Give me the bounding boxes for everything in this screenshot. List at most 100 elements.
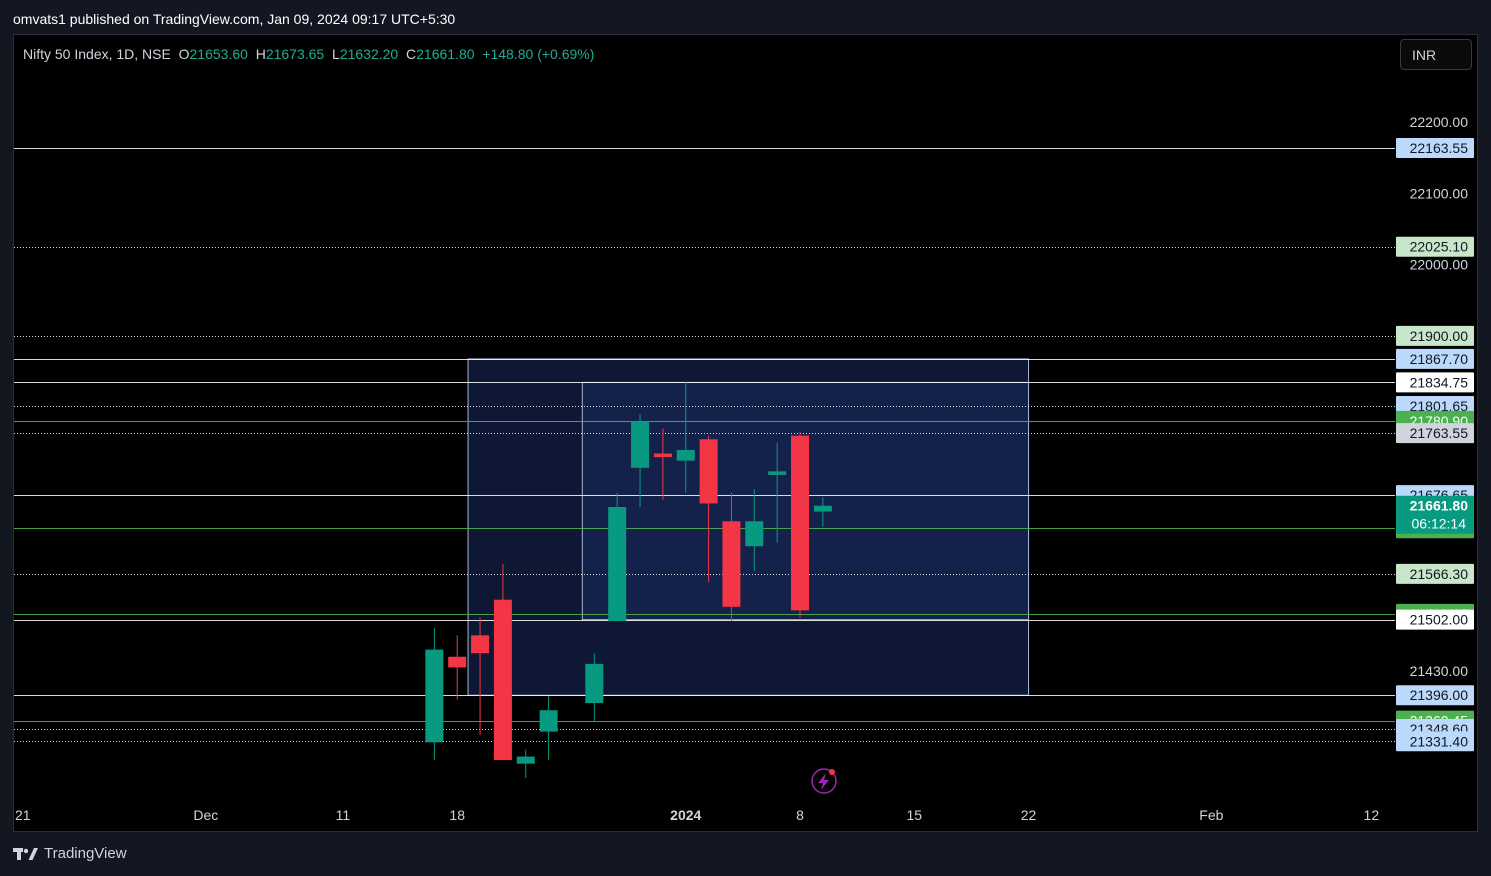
legend-open-label: O: [178, 46, 190, 62]
price-tag-label: 21396.00: [1410, 687, 1469, 703]
legend-high-value: 21673.65: [265, 46, 325, 62]
last-price-tag-bg: [1396, 495, 1474, 534]
currency-button[interactable]: INR: [1400, 39, 1472, 70]
price-tag-bg: [1396, 685, 1474, 706]
x-tick-label: Feb: [1199, 807, 1223, 823]
candle-9: [653, 428, 672, 500]
price-tag-label: 22025.10: [1410, 239, 1469, 255]
candle-body: [516, 756, 535, 764]
candle-body: [722, 521, 741, 607]
price-tag-bg: [1396, 325, 1474, 346]
candle-15: [791, 432, 809, 618]
legend-change: +148.80 (+0.69%): [482, 46, 595, 62]
price-tag-10: 21566.30: [1396, 563, 1474, 584]
candle-body: [745, 521, 764, 547]
x-tick-label: 15: [906, 807, 922, 823]
candle-body: [448, 656, 467, 668]
price-tag-label: 21867.70: [1410, 351, 1469, 367]
candle-14: [768, 442, 787, 543]
legend-close-value: 21661.80: [416, 46, 475, 62]
price-tag-bg: [1396, 236, 1474, 257]
price-tag-bg: [1396, 423, 1474, 444]
publish-header: omvats1 published on TradingView.com, Ja…: [13, 11, 456, 27]
price-tag-label: 21900.00: [1410, 328, 1469, 344]
candle-12: [722, 492, 741, 622]
legend-close-label: C: [406, 46, 417, 62]
price-tag-bg: [1396, 137, 1474, 158]
candle-11: [699, 435, 718, 582]
candle-body: [631, 421, 650, 468]
candle-body: [768, 471, 787, 475]
candle-0: [425, 628, 444, 761]
price-tag-label: 21763.55: [1410, 425, 1469, 441]
candle-1: [448, 635, 467, 700]
price-tag-4: 21834.75: [1396, 372, 1474, 393]
candle-10: [676, 382, 695, 493]
countdown-label: 06:12:14: [1412, 516, 1467, 532]
candle-3: [493, 564, 512, 761]
y-tick-label: 21430.00: [1410, 663, 1469, 679]
candle-body: [608, 507, 627, 622]
replay-icon-group: [811, 768, 837, 794]
y-tick-label: 22100.00: [1410, 185, 1469, 201]
last-price-tag: 21661.80 06:12:14: [1396, 495, 1474, 534]
price-tag-16: 21331.40: [1396, 731, 1474, 752]
candle-4: [516, 749, 535, 778]
candle-body: [539, 710, 558, 732]
candle-body: [585, 663, 604, 704]
candle-body: [425, 649, 444, 743]
price-tags: 22163.55 22025.10 21900.00 21867.70 21834.75…: [1396, 137, 1474, 752]
candle-body: [493, 599, 512, 761]
legend-symbol: Nifty 50 Index, 1D, NSE: [23, 46, 171, 62]
price-tag-label: 21331.40: [1410, 733, 1469, 749]
candle-body: [676, 449, 695, 461]
candle-body: [791, 435, 809, 611]
lightning-icon-ring: [811, 768, 837, 794]
x-tick-label: 2024: [670, 807, 701, 823]
price-tag-bg: [1396, 731, 1474, 752]
tradingview-brand-text: TradingView: [44, 845, 127, 862]
candle-13: [745, 489, 764, 572]
candle-body: [653, 453, 672, 458]
price-tag-bg: [1396, 563, 1474, 584]
candle-5: [539, 695, 558, 761]
legend-low-value: 21632.20: [339, 46, 399, 62]
candle-16: [813, 497, 832, 527]
price-tag-2: 21900.00: [1396, 325, 1474, 346]
candle-body: [471, 635, 490, 654]
price-tag-label: 21801.65: [1410, 398, 1469, 414]
candle-6: [585, 653, 604, 721]
x-tick-label: 22: [1021, 807, 1037, 823]
candle-7: [608, 492, 627, 622]
lightning-icon-dot: [829, 769, 835, 775]
tradingview-logo-icon: [13, 847, 38, 860]
candle-body: [699, 439, 718, 504]
price-tag-label: 22163.55: [1410, 140, 1469, 156]
x-tick-label: 11: [336, 807, 351, 823]
lightning-icon[interactable]: [811, 768, 837, 794]
legend-high-label: H: [255, 46, 266, 62]
legend-low-label: L: [332, 46, 340, 62]
x-tick-label: 21: [15, 807, 31, 823]
candle-2: [471, 617, 490, 736]
candles: [425, 382, 832, 778]
price-tag-3: 21867.70: [1396, 348, 1474, 369]
y-tick-label: 22200.00: [1410, 114, 1469, 130]
price-tag-12: 21502.00: [1396, 609, 1474, 630]
price-tag-label: 21834.75: [1410, 374, 1469, 390]
price-tag-label: 21566.30: [1410, 566, 1469, 582]
symbol-legend: Nifty 50 Index, 1D, NSE O21653.60 H21673…: [23, 46, 594, 62]
price-tag-1: 22025.10: [1396, 236, 1474, 257]
y-tick-label: 22000.00: [1410, 257, 1469, 273]
candle-8: [631, 414, 650, 508]
horizontal-lines: [14, 148, 1395, 742]
price-tag-bg: [1396, 372, 1474, 393]
x-tick-label: 18: [449, 807, 465, 823]
price-tag-label: 21502.00: [1410, 612, 1469, 628]
price-axis: 22200.00 22100.00 22000.00 21430.00: [1410, 114, 1469, 679]
tradingview-logo[interactable]: TradingView: [13, 845, 127, 862]
price-tag-bg: [1396, 609, 1474, 630]
x-tick-label: 12: [1364, 807, 1380, 823]
lightning-icon-bolt: [818, 773, 829, 790]
